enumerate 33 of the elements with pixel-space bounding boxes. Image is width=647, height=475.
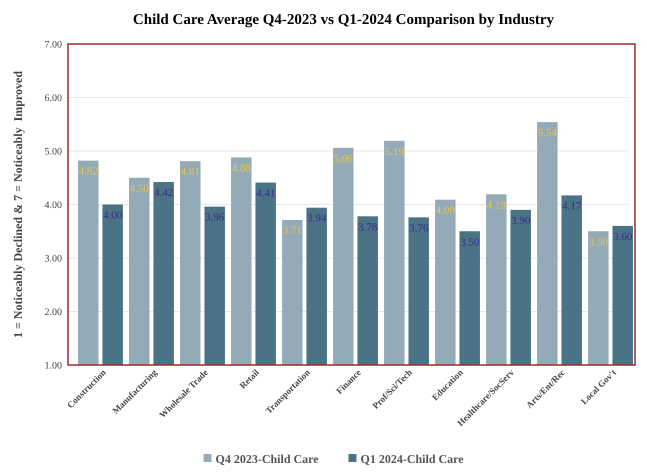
- y-tick-label: 5.00: [44, 146, 62, 158]
- data-label: 5.54: [538, 127, 558, 140]
- data-label: 4.19: [486, 199, 506, 212]
- data-label: 3.78: [358, 221, 378, 234]
- data-label: 4.42: [154, 187, 174, 200]
- y-tick-label: 7.00: [44, 40, 62, 50]
- chart-title: Child Care Average Q4-2023 vs Q1-2024 Comparison by Industry: [132, 12, 555, 28]
- data-label: 4.17: [562, 200, 582, 212]
- data-label: 4.88: [232, 162, 252, 174]
- data-label: 3.94: [307, 212, 327, 225]
- data-label: 5.06: [334, 152, 354, 165]
- y-tick-label: 3.00: [44, 254, 62, 264]
- data-label: 3.90: [511, 214, 531, 227]
- y-tick-label: 6.00: [44, 93, 62, 104]
- legend-label: Q4 2023-Child Care: [216, 452, 320, 466]
- data-label: 4.50: [130, 182, 150, 195]
- data-label: 5.19: [384, 146, 404, 158]
- data-label: 3.96: [205, 212, 225, 224]
- y-tick-label: 1.00: [44, 360, 62, 372]
- data-label: 4.82: [78, 166, 98, 178]
- data-label: 3.71: [282, 225, 302, 238]
- data-label: 3.76: [409, 222, 429, 234]
- y-tick-label: 4.00: [44, 200, 62, 211]
- legend-label: Q1 2024-Child Care: [360, 452, 464, 466]
- data-label: 4.09: [436, 204, 456, 217]
- y-tick-label: 2.00: [44, 307, 62, 318]
- data-label: 4.41: [256, 188, 276, 200]
- data-label: 4.00: [103, 210, 123, 222]
- data-label: 3.60: [613, 230, 633, 243]
- y-axis-title: 1 = Noticeably Declined & 7 = Noticeably Improved: [11, 70, 25, 338]
- data-label: 4.81: [180, 166, 200, 178]
- data-label: 3.50: [460, 236, 480, 248]
- data-label: 3.50: [588, 236, 608, 248]
